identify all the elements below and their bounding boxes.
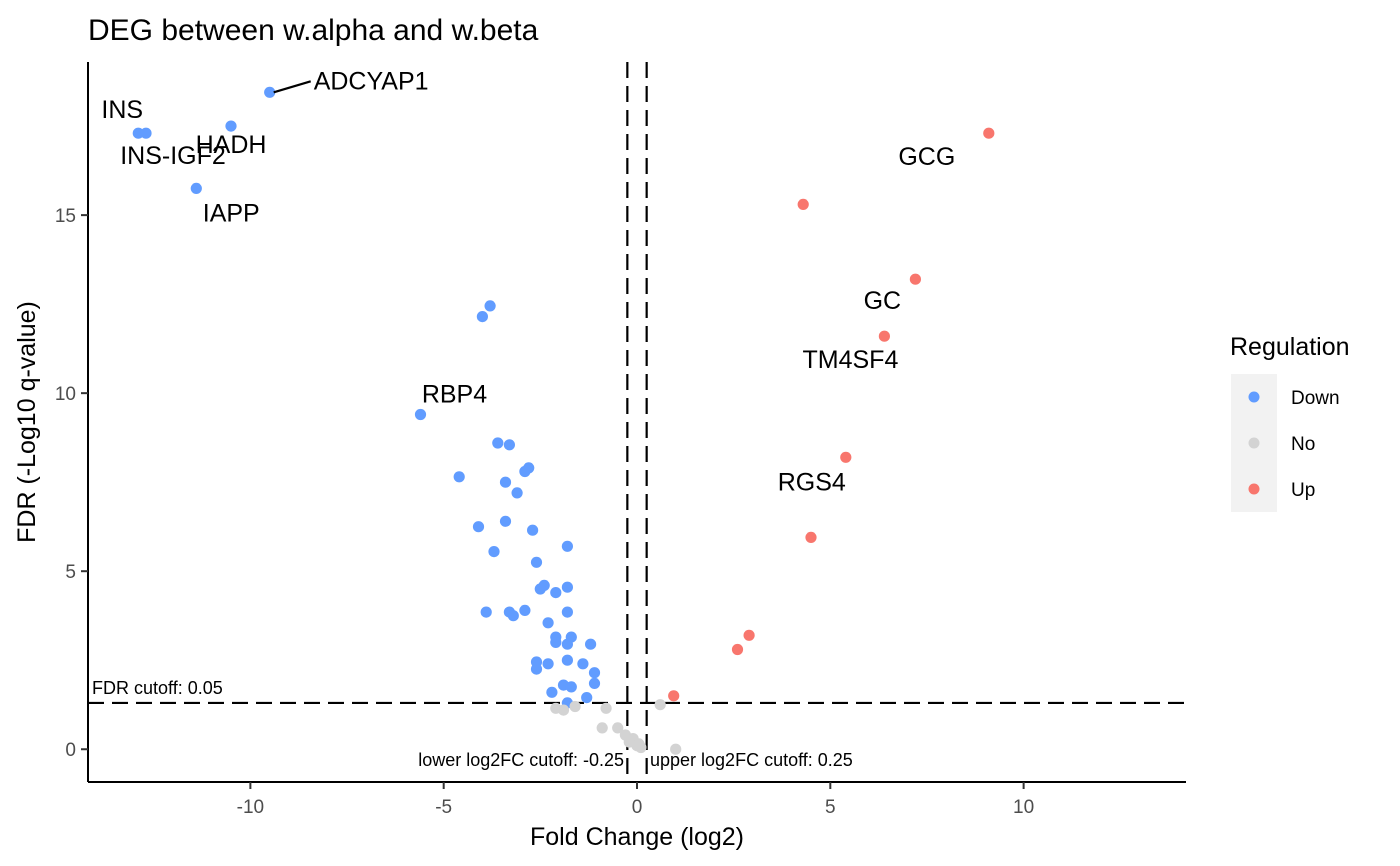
gene-label-hadh: HADH: [196, 131, 267, 159]
y-tick-label: 10: [55, 384, 76, 405]
x-axis-title: Fold Change (log2): [530, 823, 744, 851]
point-no: [623, 736, 635, 748]
gene-label-rgs4: RGS4: [778, 468, 846, 496]
upper-log2fc-cutoff-label: upper log2FC cutoff: 0.25: [650, 750, 853, 770]
legend-key-down: [1248, 391, 1260, 403]
x-tick-label: -5: [435, 797, 452, 818]
point-down: [132, 127, 144, 139]
point-down: [550, 636, 562, 649]
data-points: [132, 86, 995, 755]
point-no: [569, 700, 581, 713]
legend-key-up: [1248, 483, 1260, 495]
point-no: [596, 722, 608, 734]
point-down: [492, 437, 504, 449]
point-down: [585, 638, 597, 650]
gene-label-rbp4: RBP4: [422, 381, 487, 409]
gene-labels: ADCYAP1 HADH INS INS-IGF2 IAPP RBP4 GCG GC TM4SF…: [101, 67, 955, 496]
point-down: [519, 604, 531, 617]
point-up: [840, 451, 852, 463]
point-down: [488, 546, 500, 558]
gene-label-leader-adcyap1: [273, 80, 312, 94]
point-up: [668, 690, 680, 702]
point-no: [633, 738, 645, 750]
point-up: [878, 330, 891, 342]
point-down: [561, 638, 574, 650]
y-tick-label: 0: [65, 740, 76, 761]
point-down: [480, 606, 492, 618]
point-down: [140, 127, 152, 139]
point-down: [577, 658, 589, 670]
x-tick-label: 5: [825, 797, 836, 818]
fdr-cutoff-label: FDR cutoff: 0.05: [92, 678, 223, 698]
legend-title: Regulation: [1230, 333, 1350, 361]
point-down: [542, 658, 554, 670]
point-down: [499, 476, 512, 488]
point-up: [805, 531, 817, 544]
point-up: [731, 643, 744, 656]
gene-label-gcg: GCG: [898, 143, 955, 171]
point-down: [550, 587, 562, 599]
x-tick-label: 10: [1013, 797, 1034, 818]
point-down: [546, 686, 558, 698]
legend-label-up: Up: [1291, 480, 1315, 501]
legend: Regulation Down No Up: [1230, 333, 1350, 512]
x-axis-ticks: -10 -5 0 5 10: [237, 782, 1034, 818]
gene-label-ins: INS: [101, 96, 143, 124]
point-down: [565, 681, 577, 693]
point-down: [561, 654, 574, 666]
point-down: [503, 439, 515, 451]
point-up: [797, 198, 809, 210]
gene-label-tm4sf4: TM4SF4: [803, 346, 899, 374]
point-down: [561, 606, 574, 618]
point-down: [225, 120, 237, 132]
y-tick-label: 15: [55, 206, 76, 227]
point-down: [511, 487, 523, 499]
point-down: [264, 86, 276, 98]
point-no: [557, 704, 570, 716]
point-up: [909, 273, 922, 285]
point-down: [530, 663, 543, 675]
gene-label-gc: GC: [864, 287, 902, 315]
point-down: [588, 677, 601, 690]
gene-label-iapp: IAPP: [203, 199, 260, 227]
point-no: [670, 743, 682, 755]
point-no: [612, 722, 624, 734]
point-down: [507, 610, 519, 622]
point-down: [530, 556, 543, 568]
point-down: [561, 540, 574, 552]
legend-label-down: Down: [1291, 388, 1340, 409]
point-no: [654, 699, 666, 711]
point-down: [453, 471, 465, 483]
point-down: [476, 311, 488, 323]
point-down: [581, 692, 593, 704]
point-up: [983, 127, 995, 139]
legend-label-no: No: [1291, 434, 1315, 455]
chart-title: DEG between w.alpha and w.beta: [88, 14, 539, 47]
point-no: [600, 702, 612, 714]
x-tick-label: 0: [632, 797, 643, 818]
point-down: [588, 667, 601, 679]
point-down: [499, 515, 512, 527]
point-down: [519, 465, 531, 478]
x-tick-label: -10: [237, 797, 264, 818]
point-down: [527, 524, 539, 536]
y-tick-label: 5: [65, 562, 76, 583]
point-down: [542, 617, 554, 629]
gene-label-ins-igf2: INS-IGF2: [120, 142, 226, 170]
point-down: [534, 583, 546, 595]
y-axis-title: FDR (-Log10 q-value): [13, 301, 41, 543]
legend-key-no: [1248, 437, 1260, 449]
cutoff-lines: [88, 62, 1186, 782]
point-up: [743, 629, 755, 641]
point-down: [561, 581, 574, 593]
point-down: [190, 182, 202, 194]
point-down: [414, 408, 427, 421]
point-down: [472, 521, 485, 533]
y-axis-ticks: 0 5 10 15: [55, 206, 88, 761]
lower-log2fc-cutoff-label: lower log2FC cutoff: -0.25: [418, 750, 624, 770]
gene-label-adcyap1: ADCYAP1: [314, 67, 429, 95]
point-down: [484, 300, 496, 312]
